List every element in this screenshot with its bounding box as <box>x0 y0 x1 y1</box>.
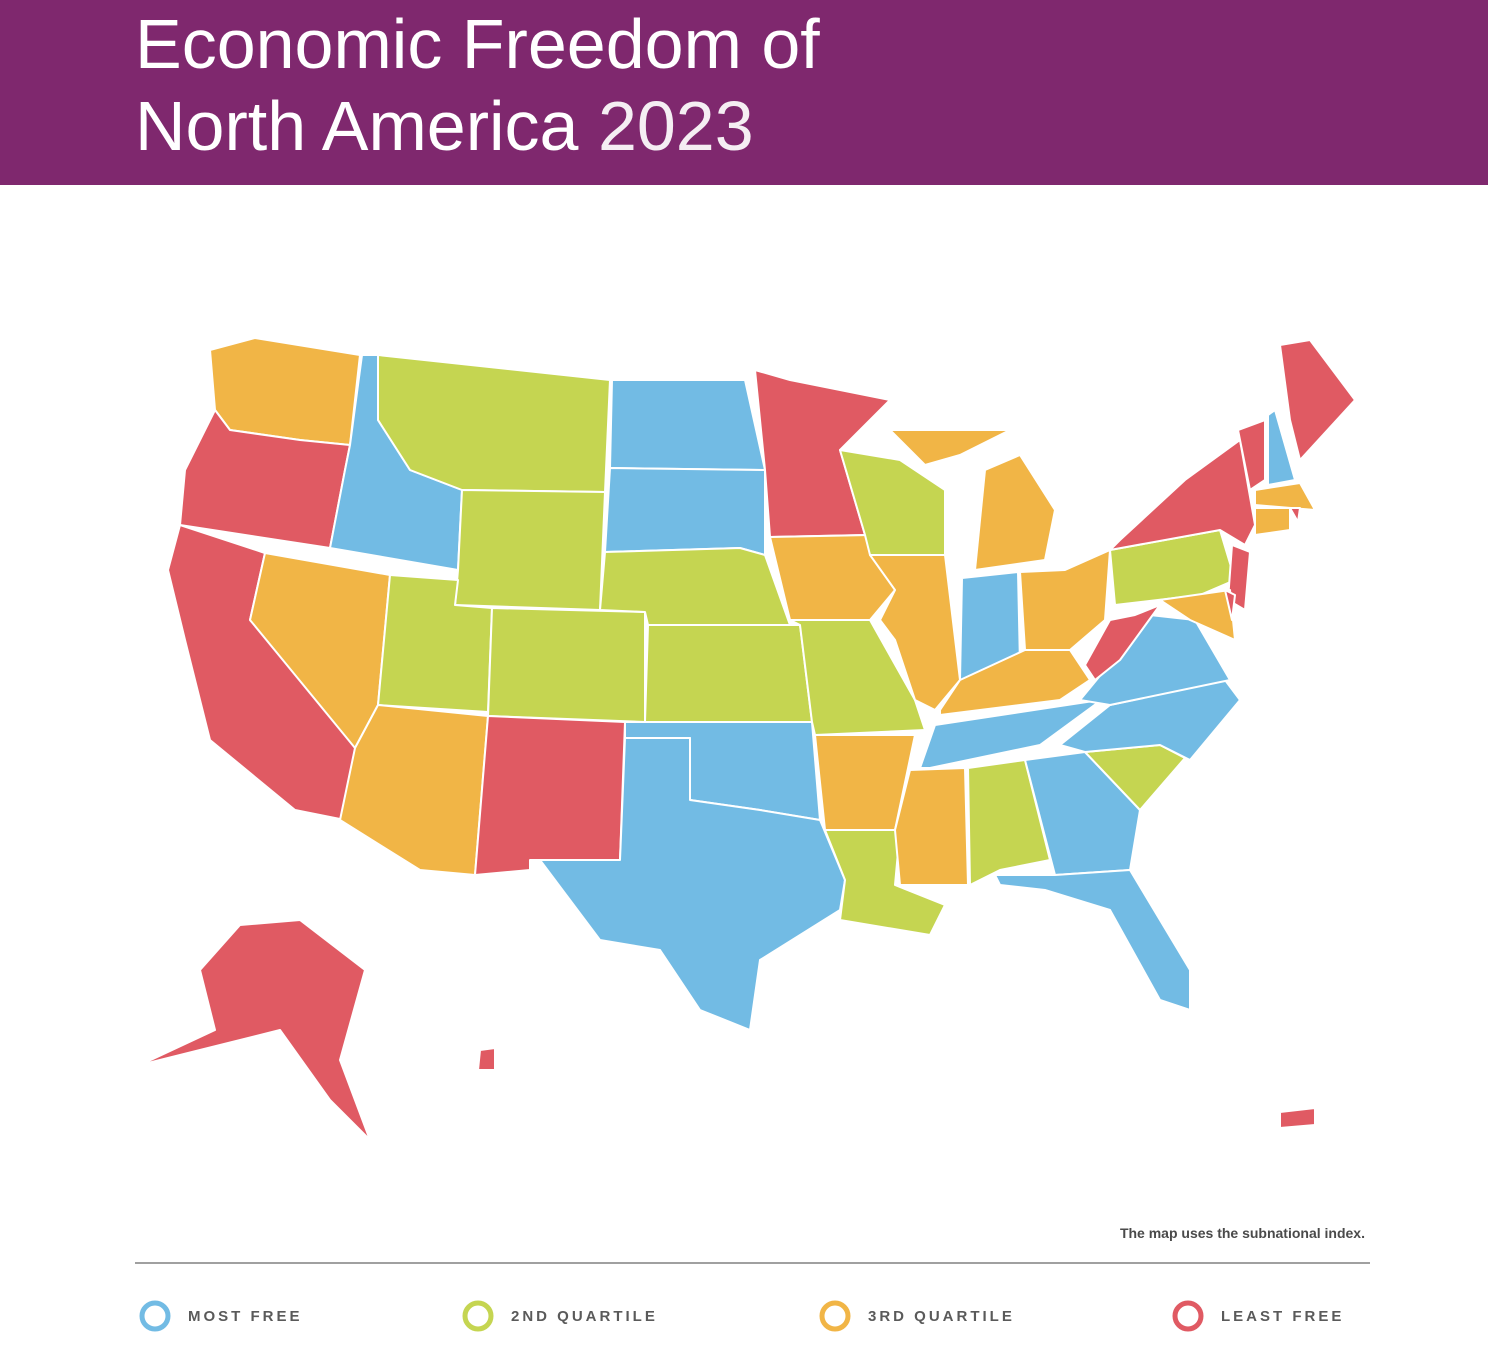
region <box>974 454 1056 571</box>
map-note: The map uses the subnational index. <box>1120 1225 1365 1241</box>
region <box>769 534 896 621</box>
region <box>789 619 926 736</box>
region <box>889 429 1011 466</box>
region <box>869 554 961 711</box>
region <box>474 715 626 876</box>
title-line: North America <box>135 87 579 165</box>
region <box>1024 751 1141 876</box>
region <box>644 624 813 723</box>
region <box>487 607 646 723</box>
region <box>994 869 1191 1011</box>
region <box>609 379 766 471</box>
region <box>477 1047 496 1071</box>
map <box>139 337 1356 1141</box>
region <box>1267 409 1296 486</box>
region <box>377 354 611 493</box>
legend-label: LEAST FREE <box>1221 1308 1344 1325</box>
legend-label: MOST FREE <box>188 1308 303 1325</box>
region <box>1279 1107 1316 1129</box>
title-year: 2023 <box>598 87 754 165</box>
legend-swatch <box>139 1300 171 1332</box>
region <box>209 337 361 446</box>
region <box>1279 339 1356 461</box>
region <box>1084 604 1161 681</box>
region <box>454 489 606 611</box>
region <box>1019 549 1111 651</box>
title-line: Economic Freedom of <box>135 5 820 83</box>
region <box>1237 419 1266 491</box>
region <box>939 649 1091 716</box>
header-band <box>0 0 1488 185</box>
region <box>604 467 766 556</box>
region <box>967 759 1051 886</box>
legend: MOST FREE 2ND QUARTILE 3RD QUARTILE LEAST F… <box>139 1300 1344 1332</box>
legend-label: 2ND QUARTILE <box>511 1308 658 1325</box>
region <box>894 767 969 886</box>
title-line: North America 2023 <box>135 87 754 165</box>
region <box>1159 589 1236 641</box>
region <box>1254 482 1316 511</box>
region <box>1289 507 1301 523</box>
legend-swatch <box>819 1300 851 1332</box>
region <box>1224 589 1236 621</box>
legend-swatch <box>1172 1300 1204 1332</box>
region <box>139 919 371 1141</box>
legend-label: 3RD QUARTILE <box>868 1308 1015 1325</box>
region <box>1254 507 1291 536</box>
legend-swatch <box>462 1300 494 1332</box>
region <box>1109 439 1256 551</box>
region <box>539 737 846 1031</box>
